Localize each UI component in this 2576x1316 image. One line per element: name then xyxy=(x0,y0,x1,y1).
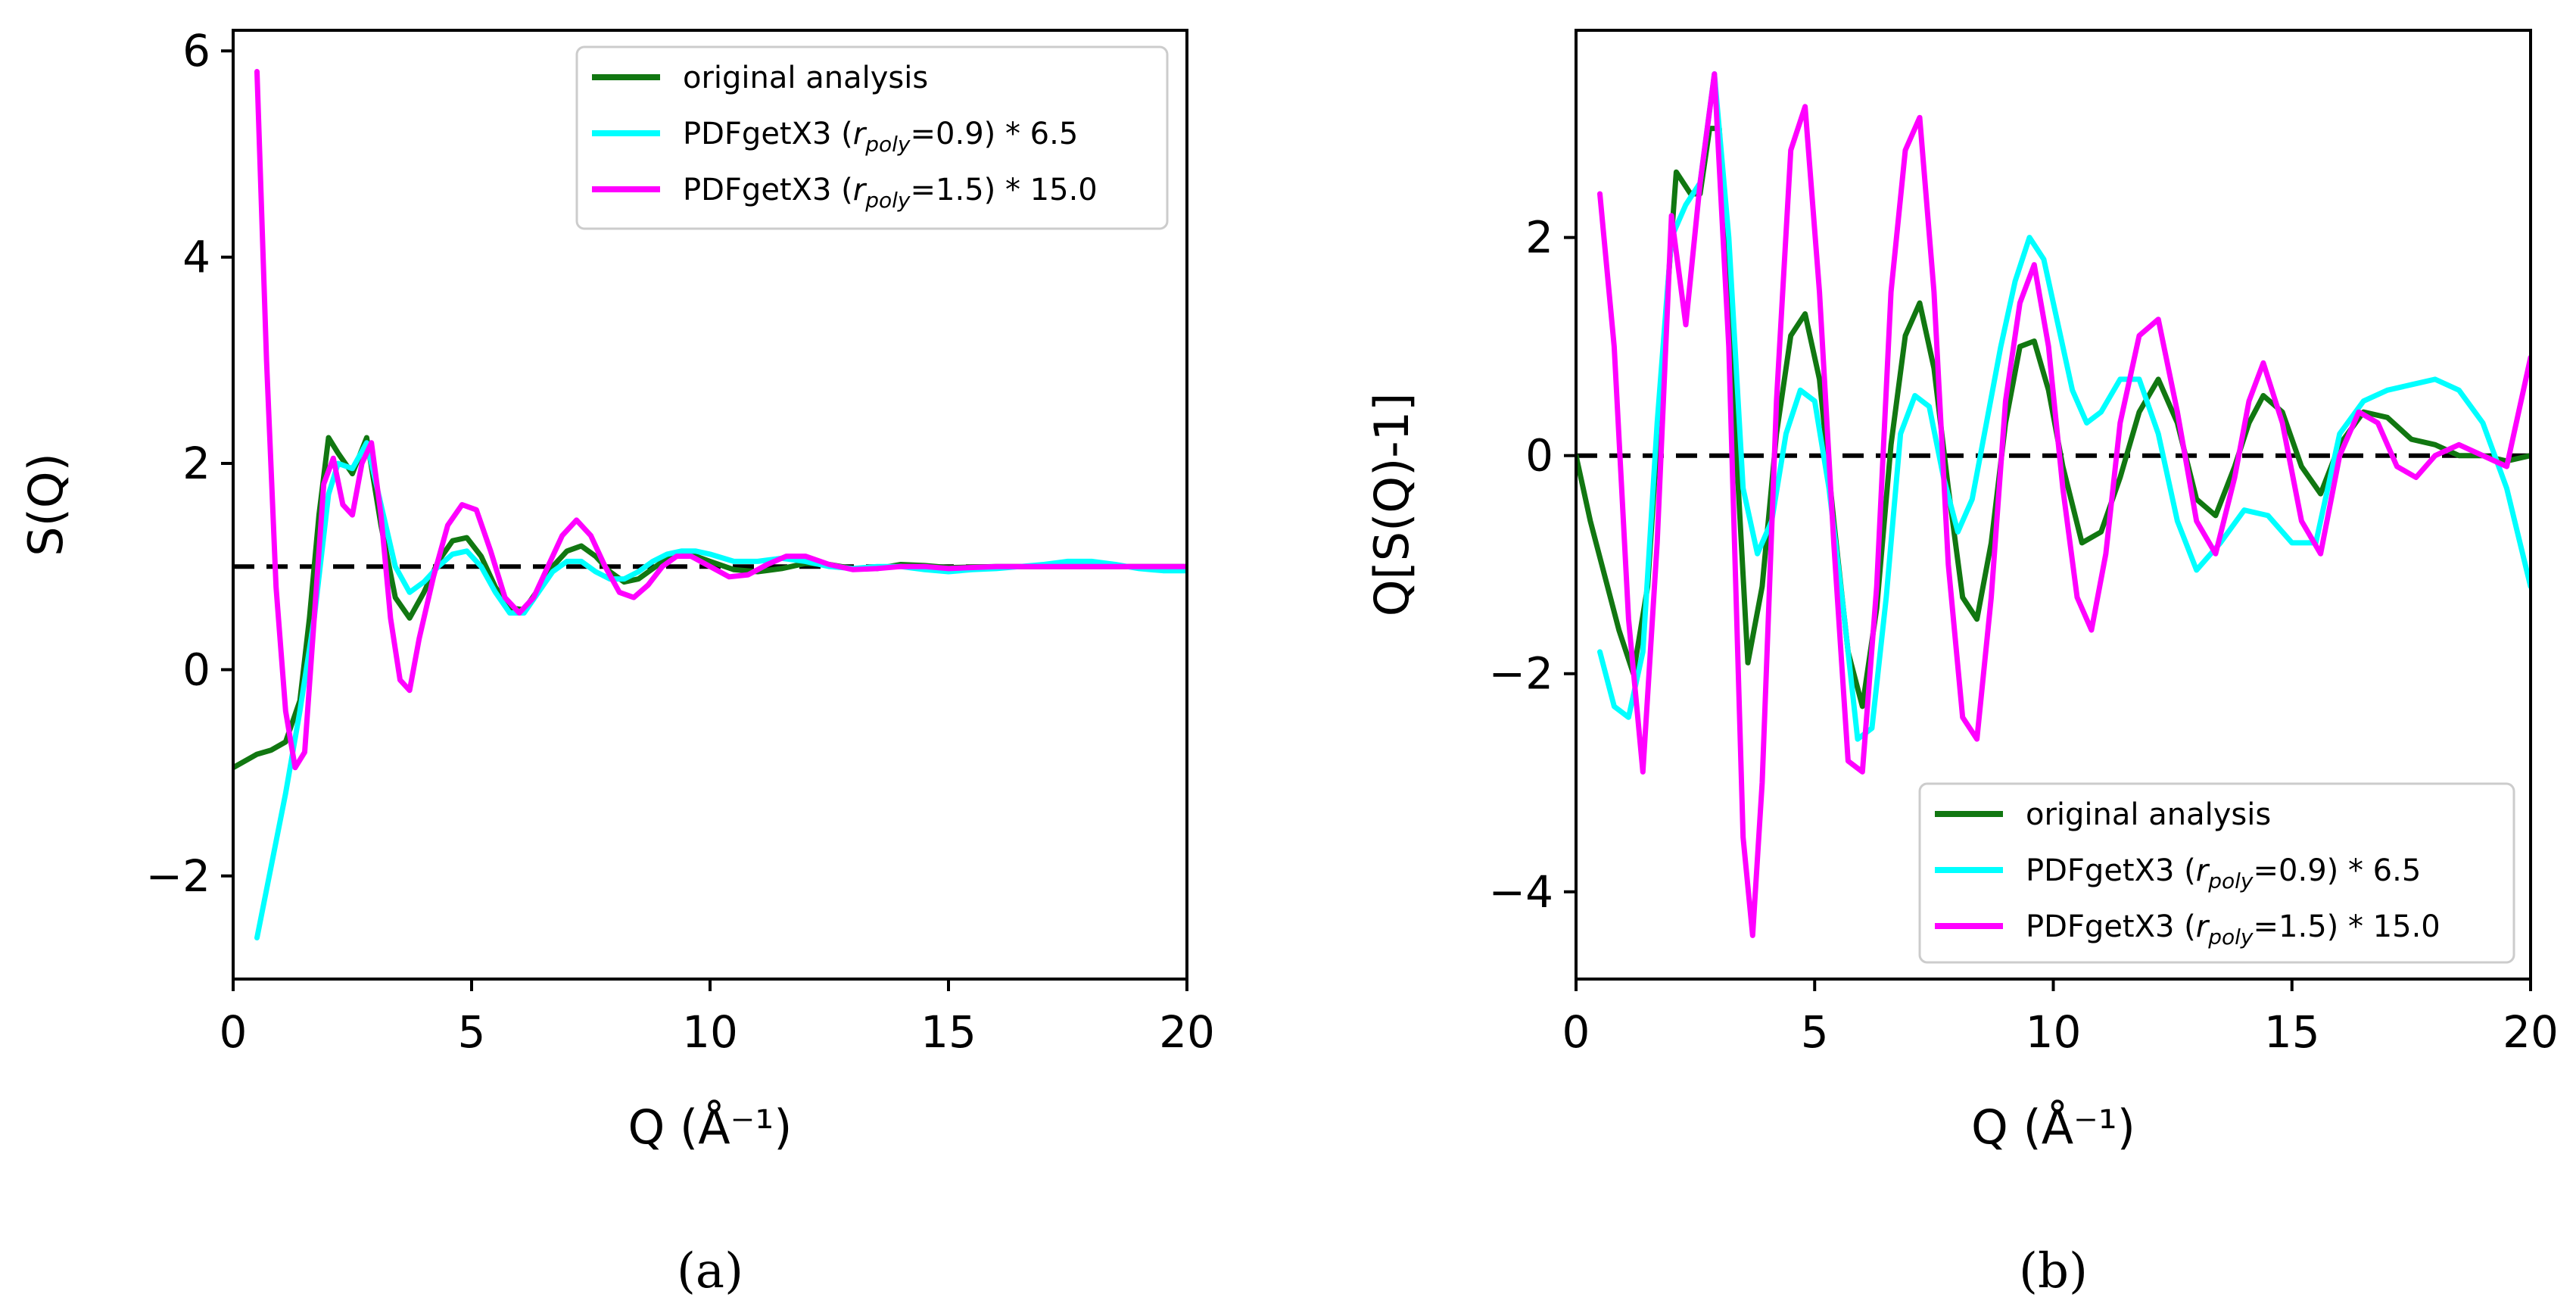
x-tick-label: 0 xyxy=(1562,1006,1590,1058)
x-axis-label: Q (Å⁻¹) xyxy=(1971,1099,2135,1155)
series-line-r15 xyxy=(254,69,1187,771)
y-tick-label: 2 xyxy=(1525,212,1553,264)
chart-b: 0 5 10 15 20 −4 −2 0 2 Q (Å⁻¹) Q[S(Q)-1] (b) origina… xyxy=(1364,29,2559,1299)
y-tick-label: 0 xyxy=(1525,430,1553,482)
legend-label-original: original analysis xyxy=(683,61,928,95)
series-line-r15 xyxy=(1597,71,2531,938)
legend-box xyxy=(575,45,1169,230)
chart-a: 0 5 10 15 20 −2 0 2 4 6 Q (Å⁻¹) S(Q) (a) original ana… xyxy=(18,25,1215,1299)
legend-box xyxy=(1918,782,2515,964)
x-tick-label: 20 xyxy=(1159,1006,1215,1058)
x-tick-label: 10 xyxy=(682,1006,738,1058)
y-tick-label: 0 xyxy=(182,644,210,695)
legend-label-r09: PDFgetX3 (rpoly=0.9) * 6.5 xyxy=(683,117,1078,157)
legend: original analysis PDFgetX3 (rpoly=0.9) * … xyxy=(575,45,1169,230)
y-tick-label: 2 xyxy=(182,438,210,489)
panel-caption: (b) xyxy=(2019,1243,2088,1299)
x-axis-label: Q (Å⁻¹) xyxy=(628,1099,793,1155)
y-tick-label: −2 xyxy=(146,850,211,902)
x-tick-label: 15 xyxy=(920,1006,977,1058)
legend: original analysis PDFgetX3 (rpoly=0.9) * … xyxy=(1918,782,2515,964)
panel-caption: (a) xyxy=(677,1243,743,1299)
x-tick-label: 5 xyxy=(458,1006,486,1058)
x-tick-label: 5 xyxy=(1801,1006,1829,1058)
x-tick-label: 15 xyxy=(2264,1006,2320,1058)
x-tick-label: 20 xyxy=(2503,1006,2559,1058)
legend-label-r15: PDFgetX3 (rpoly=1.5) * 15.0 xyxy=(683,173,1098,213)
y-tick-label: −4 xyxy=(1489,866,1554,918)
legend-label-r15: PDFgetX3 (rpoly=1.5) * 15.0 xyxy=(2026,909,2441,950)
x-tick-label: 10 xyxy=(2026,1006,2082,1058)
y-tick-label: 6 xyxy=(182,25,210,76)
legend-label-r09: PDFgetX3 (rpoly=0.9) * 6.5 xyxy=(2026,853,2421,893)
y-axis-label: Q[S(Q)-1] xyxy=(1364,393,1419,617)
x-tick-label: 0 xyxy=(220,1006,248,1058)
legend-label-original: original analysis xyxy=(2026,797,2271,832)
y-axis-label: S(Q) xyxy=(18,453,73,557)
y-tick-label: −2 xyxy=(1489,648,1554,700)
y-tick-label: 4 xyxy=(182,232,210,283)
